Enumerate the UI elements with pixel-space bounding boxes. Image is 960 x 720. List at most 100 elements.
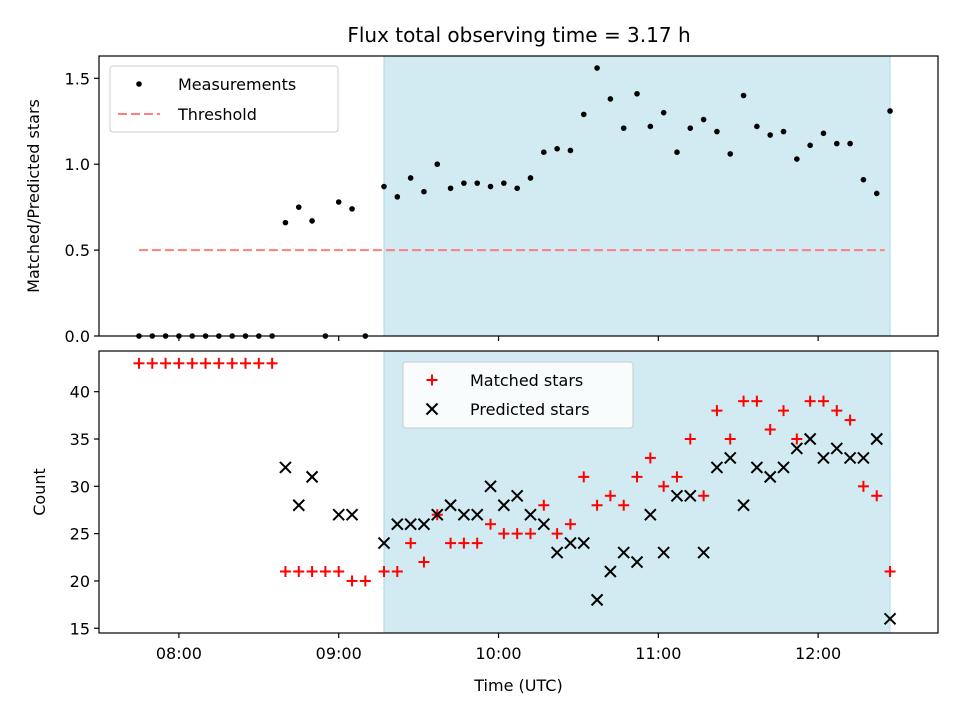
matched-star-point <box>173 357 185 369</box>
measurement-point <box>607 96 614 102</box>
matched-star-point <box>226 357 238 369</box>
matched-star-point <box>471 537 483 549</box>
measurement-point <box>580 111 587 118</box>
measurement-point <box>714 128 720 135</box>
measurement-point <box>754 123 760 130</box>
predicted-star-point <box>577 536 590 550</box>
measurement-point <box>833 140 840 147</box>
measurement-point <box>727 151 734 157</box>
y-tick-label: 35 <box>70 430 90 449</box>
matched-star-point <box>485 518 497 530</box>
predicted-star-point <box>750 461 764 474</box>
legend-matched-marker <box>426 374 438 386</box>
matched-star-point <box>724 433 736 445</box>
predicted-star-point <box>710 461 724 474</box>
matched-star-point <box>751 395 763 407</box>
observing-span <box>383 55 891 337</box>
predicted-star-point <box>697 546 710 559</box>
legend-predicted-label: Predicted stars <box>470 400 590 419</box>
measurement-point <box>594 65 600 71</box>
y-tick-label: 0.0 <box>65 327 90 346</box>
legend-box <box>109 65 339 133</box>
count-points <box>133 357 897 626</box>
legend-measurement-marker <box>136 81 142 87</box>
measurement-point <box>860 176 867 183</box>
measurement-point <box>394 194 401 200</box>
measurement-point <box>349 206 355 212</box>
predicted-star-point <box>803 432 817 446</box>
top-panel: 0.0 0.5 1.0 1.5 Matched/Predicted stars Meas… <box>24 55 939 346</box>
x-tick-label: 11:00 <box>635 644 681 663</box>
y-tick-label: 1.0 <box>65 155 90 174</box>
bottom-axes: 15 20 25 30 35 40 08:00 09:00 10:00 11:00 12:00 Cou… <box>30 350 939 695</box>
predicted-star-point <box>790 442 804 455</box>
matched-star-point <box>146 357 158 369</box>
measurement-point <box>282 219 289 226</box>
matched-star-point <box>871 490 883 502</box>
matched-star-point <box>418 556 430 568</box>
y-tick-label: 0.5 <box>65 241 90 260</box>
matched-star-point <box>591 499 603 511</box>
y-tick-label: 20 <box>70 572 90 591</box>
measurement-point <box>527 175 534 181</box>
legend-box <box>402 361 634 429</box>
predicted-star-point <box>830 442 843 455</box>
x-tick-label: 09:00 <box>316 644 362 663</box>
predicted-star-point <box>564 536 577 550</box>
predicted-star-point <box>870 432 883 446</box>
predicted-star-point <box>737 499 750 512</box>
predicted-star-point <box>630 555 644 569</box>
legend-predicted-marker <box>425 402 439 416</box>
predicted-star-point <box>404 517 417 531</box>
matched-star-point <box>133 357 145 369</box>
predicted-star-point <box>332 508 345 521</box>
x-axis-label: Time (UTC) <box>473 676 562 695</box>
y-tick-label: 15 <box>70 619 90 638</box>
matched-star-point <box>391 565 403 577</box>
legend-measurements-label: Measurements <box>178 75 296 94</box>
predicted-star-point <box>604 565 617 578</box>
matched-star-point <box>578 471 590 483</box>
matched-star-point <box>239 357 251 369</box>
matched-star-point <box>538 499 550 511</box>
top-legend: Measurements Threshold <box>109 65 339 133</box>
measurement-point <box>794 156 800 162</box>
x-tick-label: 08:00 <box>156 644 202 663</box>
x-tick-label: 12:00 <box>795 644 841 663</box>
predicted-star-point <box>305 470 319 484</box>
matched-star-point <box>564 518 576 530</box>
bottom-y-axis-label: Count <box>30 468 49 516</box>
predicted-star-point <box>345 508 359 521</box>
measurement-point <box>487 183 494 190</box>
measurement-point <box>407 175 414 181</box>
predicted-star-point <box>617 546 630 559</box>
matched-star-point <box>618 499 630 511</box>
x-tick-label: 10:00 <box>475 644 521 663</box>
matched-star-point <box>711 405 723 417</box>
predicted-star-point <box>524 508 537 521</box>
predicted-star-point <box>857 451 870 465</box>
predicted-star-point <box>279 461 292 474</box>
predicted-star-point <box>537 517 551 531</box>
measurement-point <box>295 204 302 210</box>
matched-star-point <box>511 528 523 540</box>
predicted-star-point <box>883 612 897 626</box>
legend-matched-label: Matched stars <box>470 371 583 390</box>
y-tick-label: 25 <box>70 525 90 544</box>
predicted-star-point <box>817 451 830 465</box>
matched-star-point <box>604 490 616 502</box>
matched-star-point <box>551 528 563 540</box>
bottom-panel: 15 20 25 30 35 40 08:00 09:00 10:00 11:00 12:00 Cou… <box>30 350 939 695</box>
matched-star-point <box>306 565 318 577</box>
measurement-point <box>767 132 773 138</box>
measurement-point <box>660 109 667 116</box>
predicted-star-point <box>377 536 391 550</box>
matched-star-point <box>378 565 390 577</box>
matched-star-point <box>844 414 856 426</box>
measurement-point <box>501 180 507 186</box>
predicted-star-point <box>763 470 777 484</box>
matched-star-point <box>644 452 656 464</box>
matched-star-point <box>804 395 816 407</box>
matched-star-point <box>671 471 683 483</box>
measurement-point <box>421 188 427 195</box>
